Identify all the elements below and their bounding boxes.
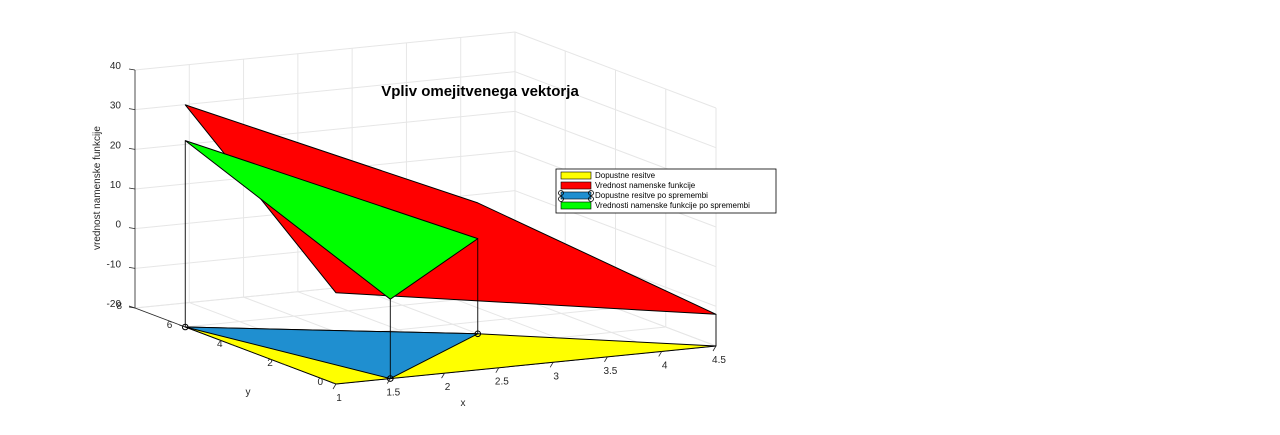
objective-surface-after-change-polygon xyxy=(184,140,479,300)
y-tick-label: 6 xyxy=(167,320,173,331)
z-tick-mark xyxy=(128,68,136,71)
grid-back-z xyxy=(134,31,516,71)
legend-swatch xyxy=(560,191,592,200)
x-tick-label: 2.5 xyxy=(495,377,509,388)
x-tick-label: 4 xyxy=(662,360,668,371)
legend-marker xyxy=(558,190,564,196)
z-tick-label: 40 xyxy=(110,61,122,72)
z-tick-mark xyxy=(128,266,136,269)
z-tick-label: 10 xyxy=(110,180,122,191)
grid-back-z xyxy=(134,71,516,111)
legend-marker xyxy=(588,190,594,196)
legend-marker xyxy=(588,196,594,202)
x-axis-label: x xyxy=(461,398,466,409)
x-tick-mark xyxy=(604,356,608,363)
y-tick-label: 0 xyxy=(317,377,323,388)
vertex-marker xyxy=(474,330,482,338)
z-tick-label: 30 xyxy=(110,101,122,112)
grid-side-z xyxy=(514,190,717,268)
y-tick-mark xyxy=(179,324,186,328)
y-tick-label: 4 xyxy=(217,339,223,350)
x-tick-mark xyxy=(386,378,391,384)
legend-label: Vrednost namenske funkcije xyxy=(595,181,696,190)
y-tick-mark xyxy=(329,381,337,385)
y-axis-label: y xyxy=(246,387,251,398)
grid-side-z xyxy=(514,71,717,149)
feasible-region-after-change-polygon xyxy=(184,326,479,380)
x-tick-label: 3.5 xyxy=(603,366,617,377)
z-tick-mark xyxy=(128,147,136,150)
z-tick-label: 0 xyxy=(115,220,121,231)
legend-swatch xyxy=(560,201,592,210)
surfaces xyxy=(181,104,717,385)
legend-swatch xyxy=(560,171,592,180)
grid-back-z xyxy=(134,110,516,150)
x-tick-mark xyxy=(549,362,554,368)
x-tick-mark xyxy=(495,367,500,373)
grid-side-z xyxy=(514,31,717,109)
y-tick-label: 8 xyxy=(116,301,122,312)
z-tick-label: 20 xyxy=(110,140,122,151)
z-tick-label: -20 xyxy=(107,299,122,310)
z-axis-label: vrednost namenske funkcije xyxy=(92,126,103,250)
x-tick-mark xyxy=(332,383,337,390)
vertex-marker xyxy=(386,375,394,382)
z-tick-mark xyxy=(128,306,136,309)
y-tick-label: 2 xyxy=(267,358,273,369)
x-tick-mark xyxy=(441,372,445,379)
legend-label: Dopustne resitve po spremembi xyxy=(595,191,708,200)
legend-swatch xyxy=(560,181,592,190)
z-tick-mark xyxy=(128,227,136,230)
legend-label: Dopustne resitve xyxy=(595,171,656,180)
z-tick-mark xyxy=(128,108,136,111)
y-tick-mark xyxy=(229,343,236,347)
x-tick-label: 1.5 xyxy=(386,388,400,399)
z-tick-mark xyxy=(128,187,136,190)
x-tick-label: 3 xyxy=(553,371,559,382)
legend-marker xyxy=(558,196,564,202)
y-tick-mark xyxy=(279,362,286,366)
x-tick-mark xyxy=(658,351,663,357)
z-tick-label: -10 xyxy=(107,259,122,270)
x-tick-mark xyxy=(712,345,717,352)
chart-title: Vpliv omejitvenega vektorja xyxy=(381,83,579,100)
x-tick-label: 2 xyxy=(445,382,451,393)
legend-label: Vrednosti namenske funkcije po spremembi xyxy=(595,201,750,210)
x-tick-label: 4.5 xyxy=(712,355,726,366)
x-tick-label: 1 xyxy=(336,393,342,404)
vertex-marker xyxy=(181,323,189,331)
tick-labels: 1 1.5 2 2.5 3 3.5 4 4.5 0 2 4 6 8-20 -10 0 10 20 30 40 xyxy=(107,61,727,404)
